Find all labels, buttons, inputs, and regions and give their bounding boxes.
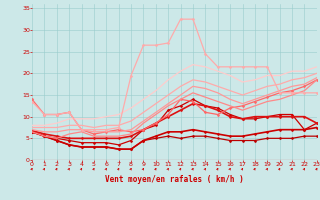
X-axis label: Vent moyen/en rafales ( km/h ): Vent moyen/en rafales ( km/h )	[105, 175, 244, 184]
